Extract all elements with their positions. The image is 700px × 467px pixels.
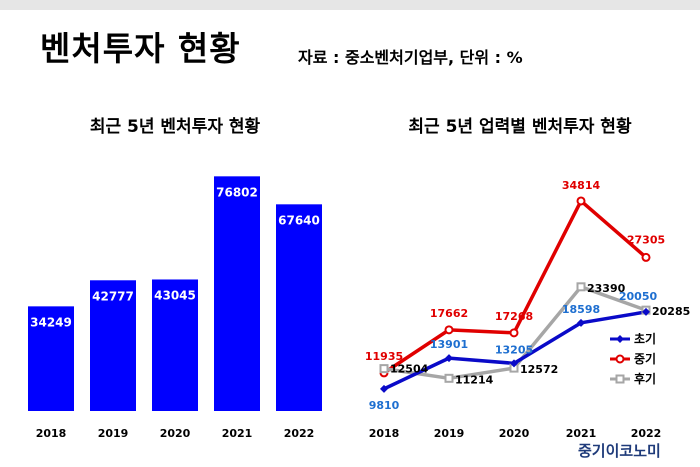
legend-marker-초기 [616,335,624,343]
line-x-tick-2020: 2020 [499,427,530,440]
marker-중기-2022 [641,252,651,262]
bar-2022 [276,204,322,411]
bar-x-tick-2019: 2019 [98,427,129,440]
marker-초기-2018 [380,384,388,393]
bar-2019 [90,280,136,411]
marker-중기-2020 [509,328,519,338]
line-x-tick-2019: 2019 [434,427,465,440]
bar-value-2021: 76802 [216,185,258,199]
marker-중기-2021 [576,196,586,206]
legend-marker-중기 [615,354,625,364]
legend-label-후기: 후기 [634,371,656,386]
data-label-후기-2018: 12504 [390,363,429,376]
data-label-후기-2020: 12572 [520,363,558,376]
line-chart-title: 최근 5년 업력별 벤처투자 현황 [408,117,632,137]
bar-x-tick-2020: 2020 [160,427,191,440]
bar-value-2018: 34249 [30,315,72,329]
legend-marker-후기 [615,374,625,384]
marker-후기-2019 [444,373,454,383]
bar-value-2019: 42777 [92,289,134,303]
page-title: 벤처투자 현황 [40,29,241,68]
marker-초기-2022 [642,307,650,316]
data-label-후기-2022: 20285 [652,305,690,318]
legend-label-중기: 중기 [634,351,656,366]
line-x-tick-2021: 2021 [566,427,597,440]
data-label-중기-2018: 11935 [365,350,403,363]
bar-chart-title: 최근 5년 벤처투자 현황 [89,117,261,137]
data-label-중기-2019: 17662 [430,307,468,320]
marker-초기-2020 [510,359,518,368]
data-label-중기-2020: 17268 [495,310,533,323]
data-label-후기-2019: 11214 [455,373,494,386]
marker-초기-2019 [445,354,453,363]
marker-중기-2019 [444,325,454,335]
bar-2021 [214,176,260,411]
marker-후기-2018 [379,364,389,374]
data-label-초기-2021: 18598 [562,303,600,316]
brand-logo-text: 중기이코노미 [578,442,661,460]
data-label-초기-2022: 20050 [619,290,658,303]
marker-후기-2021 [576,282,586,292]
data-label-후기-2021: 23390 [587,282,626,295]
data-label-중기-2022: 27305 [627,233,665,246]
data-label-초기-2019: 13901 [430,338,468,351]
data-label-초기-2018: 9810 [369,399,400,412]
bar-2018 [28,306,74,411]
bar-x-tick-2022: 2022 [284,427,315,440]
bar-value-2022: 67640 [278,213,320,227]
data-label-초기-2020: 13205 [495,343,533,356]
bar-x-tick-2021: 2021 [222,427,253,440]
data-label-중기-2021: 34814 [562,179,601,192]
legend-label-초기: 초기 [634,331,656,346]
line-x-tick-2022: 2022 [631,427,662,440]
source-note: 자료 : 중소벤처기업부, 단위 : % [298,48,523,67]
marker-초기-2021 [577,318,585,327]
bar-2020 [152,279,198,411]
bar-x-tick-2018: 2018 [36,427,67,440]
bar-value-2020: 43045 [154,288,196,302]
top-band [0,0,700,10]
line-x-tick-2018: 2018 [369,427,400,440]
